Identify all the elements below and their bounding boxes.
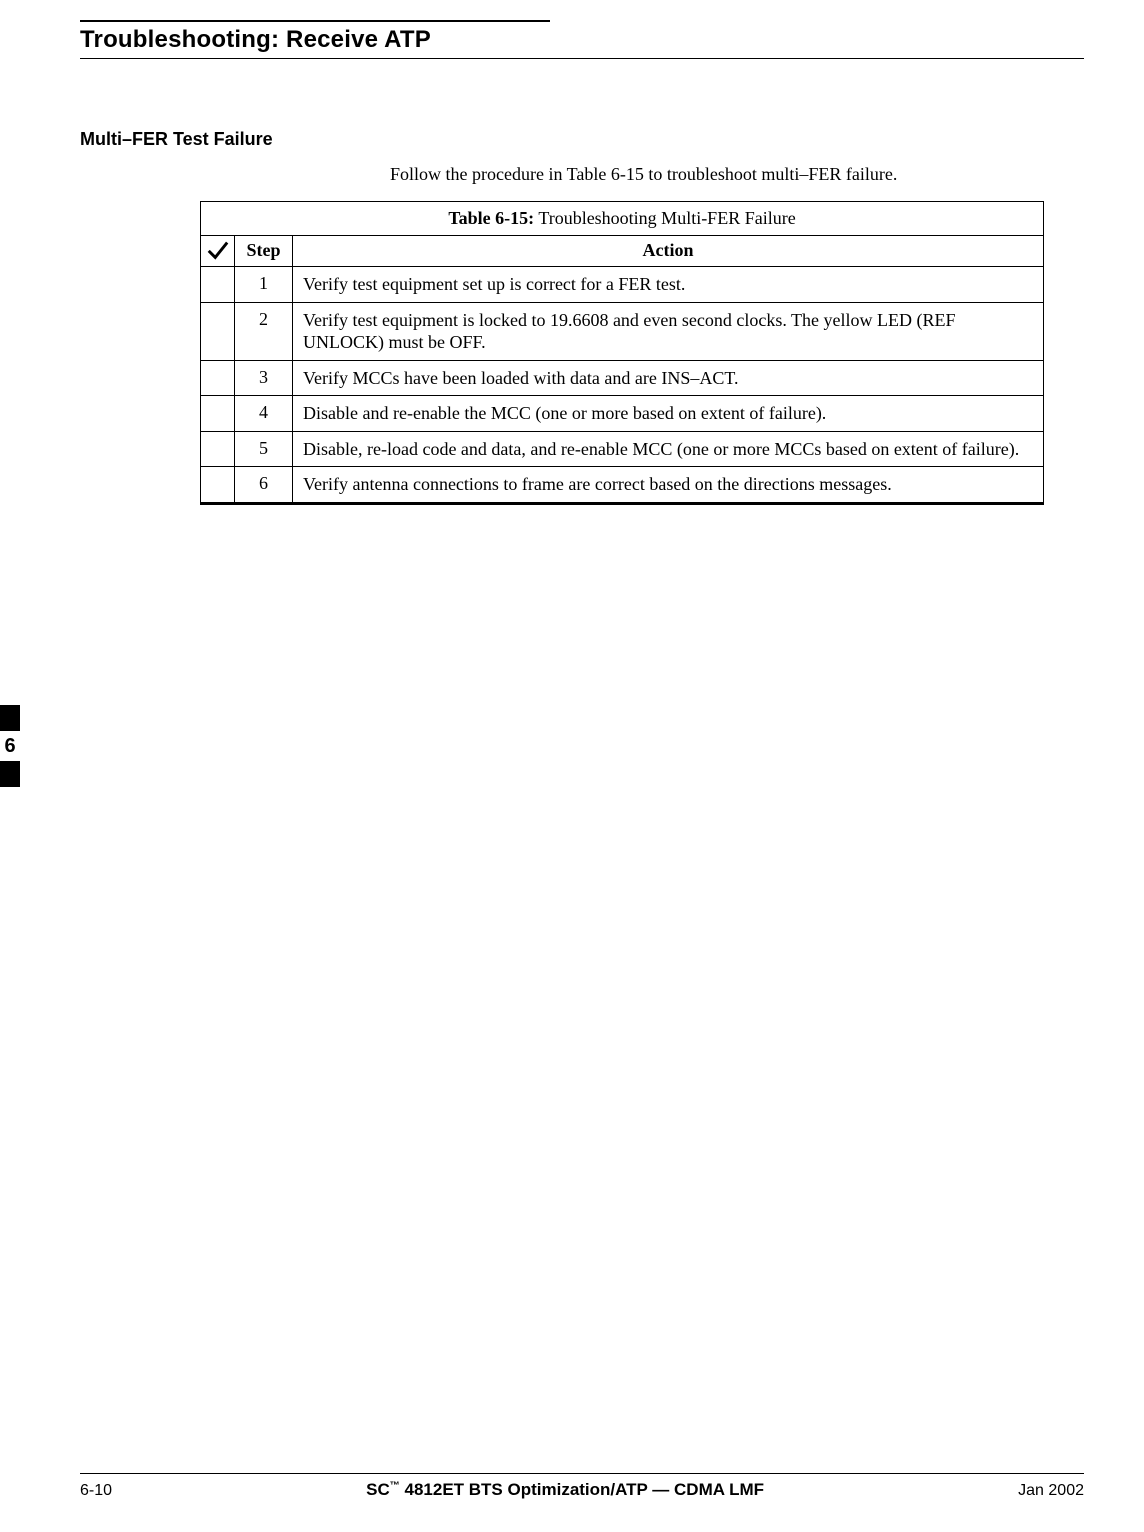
col-header-check xyxy=(201,236,235,267)
check-cell xyxy=(201,360,235,396)
section-title: Troubleshooting: Receive ATP xyxy=(80,26,1084,54)
footer-center: SC™ 4812ET BTS Optimization/ATP — CDMA L… xyxy=(366,1480,764,1500)
table-caption-text: Troubleshooting Multi-FER Failure xyxy=(534,208,796,228)
table-row: 5 Disable, re-load code and data, and re… xyxy=(201,431,1044,467)
action-cell: Verify test equipment is locked to 19.66… xyxy=(293,302,1044,360)
table-row: 6 Verify antenna connections to frame ar… xyxy=(201,467,1044,504)
page-footer: 6-10 SC™ 4812ET BTS Optimization/ATP — C… xyxy=(80,1473,1084,1500)
step-cell: 2 xyxy=(235,302,293,360)
footer-center-prefix: SC xyxy=(366,1480,390,1499)
footer-page-number: 6-10 xyxy=(80,1482,112,1500)
step-cell: 3 xyxy=(235,360,293,396)
check-cell xyxy=(201,467,235,504)
table-row: 2 Verify test equipment is locked to 19.… xyxy=(201,302,1044,360)
side-tab-block-top xyxy=(0,705,20,731)
subheading: Multi–FER Test Failure xyxy=(80,129,1084,150)
col-header-step: Step xyxy=(235,236,293,267)
action-cell: Verify antenna connections to frame are … xyxy=(293,467,1044,504)
checkmark-icon xyxy=(207,240,229,262)
intro-text: Follow the procedure in Table 6-15 to tr… xyxy=(390,164,1084,185)
side-tab-number: 6 xyxy=(0,731,20,761)
step-cell: 1 xyxy=(235,267,293,303)
action-cell: Verify test equipment set up is correct … xyxy=(293,267,1044,303)
footer-rule xyxy=(80,1473,1084,1474)
action-cell: Verify MCCs have been loaded with data a… xyxy=(293,360,1044,396)
footer-center-suffix: 4812ET BTS Optimization/ATP — CDMA LMF xyxy=(405,1480,765,1499)
check-cell xyxy=(201,431,235,467)
check-cell xyxy=(201,302,235,360)
step-cell: 6 xyxy=(235,467,293,504)
action-cell: Disable, re-load code and data, and re-e… xyxy=(293,431,1044,467)
table-row: 1 Verify test equipment set up is correc… xyxy=(201,267,1044,303)
header-underline xyxy=(80,58,1084,59)
check-cell xyxy=(201,267,235,303)
chapter-side-tab: 6 xyxy=(0,705,20,787)
top-partial-rule xyxy=(80,20,550,22)
col-header-action: Action xyxy=(293,236,1044,267)
step-cell: 5 xyxy=(235,431,293,467)
footer-tm: ™ xyxy=(390,1480,400,1491)
step-cell: 4 xyxy=(235,396,293,432)
table-row: 3 Verify MCCs have been loaded with data… xyxy=(201,360,1044,396)
side-tab-block-bottom xyxy=(0,761,20,787)
table-row: 4 Disable and re-enable the MCC (one or … xyxy=(201,396,1044,432)
table-caption: Table 6-15: Troubleshooting Multi-FER Fa… xyxy=(201,202,1044,236)
check-cell xyxy=(201,396,235,432)
footer-date: Jan 2002 xyxy=(1018,1482,1084,1500)
procedure-table: Table 6-15: Troubleshooting Multi-FER Fa… xyxy=(200,201,1044,505)
table-caption-label: Table 6-15: xyxy=(448,208,534,228)
action-cell: Disable and re-enable the MCC (one or mo… xyxy=(293,396,1044,432)
